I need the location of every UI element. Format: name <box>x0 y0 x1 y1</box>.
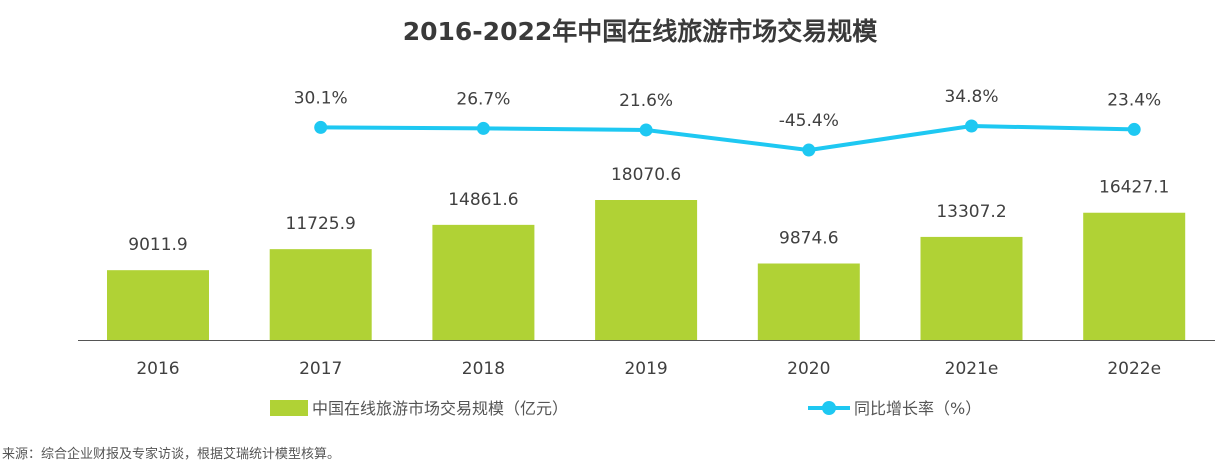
bar-label-2018: 14861.6 <box>448 190 518 210</box>
growth-point-2020 <box>802 143 816 157</box>
x-tick-2019: 2019 <box>624 359 667 379</box>
bar-label-2016: 9011.9 <box>128 235 187 255</box>
bar-2017 <box>269 249 372 340</box>
bar-label-2019: 18070.6 <box>611 165 681 185</box>
bar-2020 <box>757 263 860 340</box>
bar-label-2022e: 16427.1 <box>1099 178 1169 198</box>
growth-point-2021e <box>965 119 978 133</box>
bar-2018 <box>432 224 535 340</box>
bar-2021e <box>920 236 1023 340</box>
growth-point-2017 <box>314 120 328 134</box>
legend-bar-label: 中国在线旅游市场交易规模（亿元） <box>312 399 568 418</box>
bar-2022e <box>1083 212 1186 340</box>
legend-line-marker <box>822 401 836 415</box>
x-tick-2021e: 2021e <box>945 359 999 379</box>
x-tick-2017: 2017 <box>299 359 342 379</box>
growth-point-2018 <box>476 121 490 135</box>
growth-label-2018: 26.7% <box>456 89 510 109</box>
bar-2016 <box>107 270 209 340</box>
growth-line <box>320 123 1135 153</box>
legend-bar-swatch <box>270 400 308 416</box>
growth-point-2022e <box>1127 122 1141 136</box>
bar-label-2020: 9874.6 <box>779 228 838 248</box>
growth-label-2019: 21.6% <box>619 91 673 111</box>
bar-label-2021e: 13307.2 <box>936 202 1006 222</box>
legend-line-label: 同比增长率（%） <box>854 399 981 418</box>
growth-label-2022e: 23.4% <box>1107 90 1161 110</box>
x-tick-2018: 2018 <box>462 359 505 379</box>
growth-label-2021e: 34.8% <box>944 87 998 107</box>
growth-label-2017: 30.1% <box>294 88 348 108</box>
growth-point-2019 <box>639 123 653 137</box>
growth-label-2020: -45.4% <box>779 111 839 131</box>
x-tick-2022e: 2022e <box>1107 359 1161 379</box>
x-tick-2016: 2016 <box>136 359 179 379</box>
x-tick-2020: 2020 <box>787 359 830 379</box>
chart-title: 2016-2022年中国在线旅游市场交易规模 <box>403 17 879 46</box>
source-note: 来源：综合企业财报及专家访谈，根据艾瑞统计模型核算。 <box>2 446 340 462</box>
legend: 中国在线旅游市场交易规模（亿元） 同比增长率（%） <box>270 399 981 418</box>
bar-label-2017: 11725.9 <box>286 214 356 234</box>
bar-2019 <box>595 200 698 340</box>
